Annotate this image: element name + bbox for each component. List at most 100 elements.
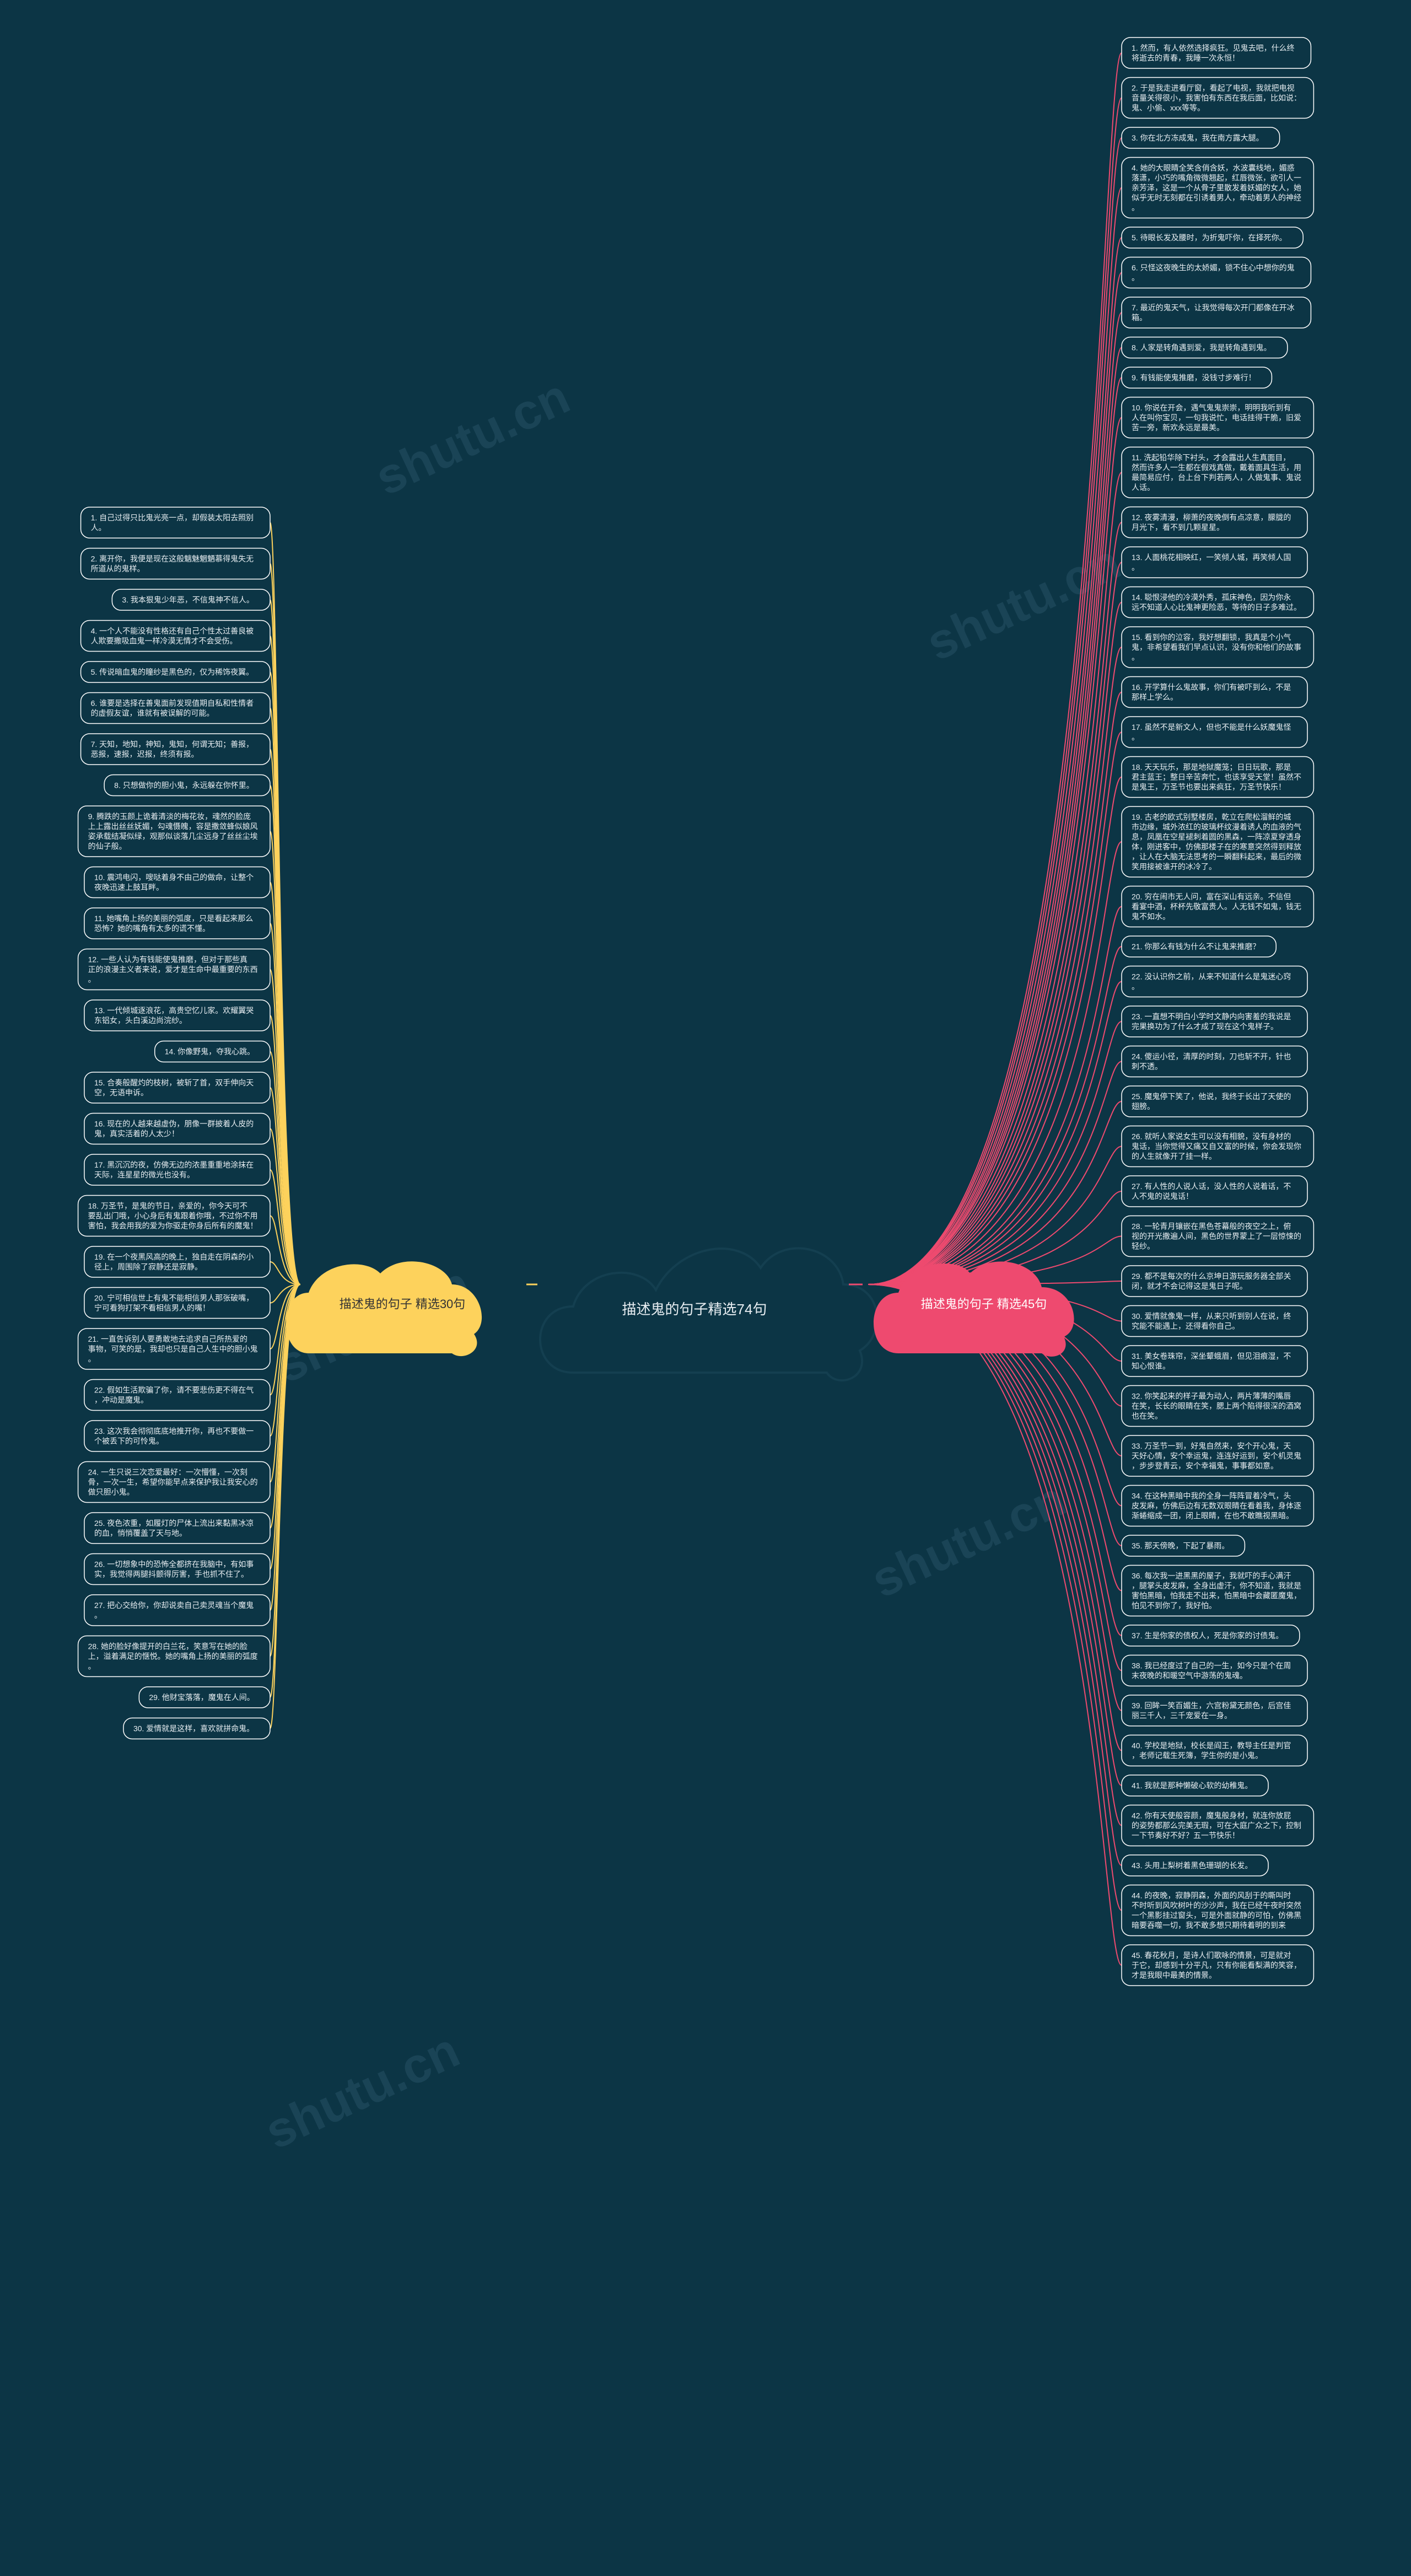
- right-leaf-node[interactable]: 38. 我已经度过了自己的一生，如今只是个在周末夜晚的和暖空气中游荡的鬼魂。: [1121, 1654, 1308, 1687]
- right-leaf-node[interactable]: 18. 天天玩乐，那是地狱魔笼；日日玩歌，那是君主蓝王；整日辛苦奔忙，也该享受天…: [1121, 756, 1315, 798]
- right-leaf-node[interactable]: 22. 没认识你之前，从来不知道什么是鬼迷心窍。: [1121, 965, 1308, 998]
- right-leaf-node[interactable]: 21. 你那么有钱为什么不让鬼来推磨？: [1121, 935, 1277, 958]
- right-leaf-node[interactable]: 19. 古老的欧式别墅楼房，乾立在爬松溜鲜的城市边缘，城外浓红的玻璃杯纹漫着诱人…: [1121, 806, 1315, 878]
- leaf-box: [80, 507, 271, 539]
- leaf-text: 14. 聪恨浸他的冷漠外秀，孤床神色，因为你永远不知道人心比鬼神更险恶，等待的日…: [1132, 593, 1301, 612]
- right-leaf-node[interactable]: 27. 有人性的人说人话，没人性的人说着话，不人不鬼的说鬼话！: [1121, 1175, 1308, 1207]
- left-leaf-node[interactable]: 3. 我本狠鬼少年恶，不信鬼神不信人。: [111, 589, 271, 611]
- right-leaf-node[interactable]: 28. 一轮青月镶嵌在黑色苍幕般的夜空之上，俯视的开光撒遍人间，黑色的世界蒙上了…: [1121, 1215, 1315, 1257]
- left-leaf-node[interactable]: 11. 她嘴角上扬的美丽的弧度，只是看起来那么恐怖？她的嘴角有太多的谎不懂。: [84, 907, 271, 939]
- left-leaf-node[interactable]: 21. 一直告诉别人要勇敢地去追求自己所热爱的事物，可笑的是，我却也只是自己人生…: [77, 1328, 271, 1370]
- right-leaf-node[interactable]: 31. 美女卷珠帘，深坐颦蛾眉，但见泪痕湿，不知心恨谁。: [1121, 1345, 1308, 1377]
- right-leaf-node[interactable]: 44. 的夜晚，寂静阴森，外面的风刮于的嘶叫时不时听到风吹树叶的沙沙声，我在已经…: [1121, 1884, 1315, 1937]
- left-leaf-node[interactable]: 8. 只想做你的胆小鬼，永远躲在你怀里。: [104, 774, 271, 797]
- right-leaf-node[interactable]: 9. 有钱能使鬼推磨，没钱寸步难行！: [1121, 367, 1273, 389]
- leaf-text: 8. 只想做你的胆小鬼，永远躲在你怀里。: [114, 781, 254, 790]
- left-leaf-node[interactable]: 30. 爱情就是这样，喜欢就拼命鬼。: [123, 1717, 271, 1740]
- left-leaf-node[interactable]: 16. 现在的人越来越虚伪，朋像一群披着人皮的鬼，真实活着的人太少！: [84, 1112, 271, 1145]
- right-leaf-node[interactable]: 17. 虽然不是新文人，但也不能是什么妖魔鬼怪。: [1121, 716, 1308, 748]
- right-leaf-node[interactable]: 20. 穷在闹市无人问，富在深山有远亲。不信但看宴中酒，杯杯先敬富贵人。人无钱不…: [1121, 885, 1315, 928]
- left-leaf-node[interactable]: 7. 天知，地知，神知，鬼知，何谓无知；善报，恶报，速报，迟报，终须有报。: [80, 733, 271, 765]
- left-leaf-node[interactable]: 27. 把心交给你，你却说卖自己卖灵魂当个魔鬼。: [84, 1594, 271, 1626]
- left-leaf-node[interactable]: 9. 腾跌的玉颜上诡着清淡的梅花妆，魂然的脸庞上上露出丝丝妩媚，勾魂慑魄，容是撒…: [77, 805, 271, 857]
- left-leaf-node[interactable]: 26. 一切想象中的恐怖全都挤在我脑中，有如事实，我觉得两腿抖颤得厉害，手也抓不…: [84, 1553, 271, 1585]
- right-leaf-node[interactable]: 35. 那天傍晚，下起了暴雨。: [1121, 1535, 1246, 1557]
- right-leaf-node[interactable]: 25. 魔鬼停下笑了，他说，我终于长出了天使的翅膀。: [1121, 1085, 1308, 1117]
- leaf-text: 27. 把心交给你，你却说卖自己卖灵魂当个魔鬼。: [94, 1601, 254, 1620]
- right-leaf-node[interactable]: 12. 夜雾清漫，柳萧的夜晚倒有点凉意，朦胧的月光下，看不到几颗星星。: [1121, 506, 1308, 539]
- leaf-box: [1121, 1005, 1308, 1037]
- leaf-text: 11. 她嘴角上扬的美丽的弧度，只是看起来那么恐怖？她的嘴角有太多的谎不懂。: [94, 914, 253, 933]
- right-leaf-connector: [868, 97, 1122, 1285]
- right-leaf-node[interactable]: 15. 看到你的泣容，我好想翻锁，我真是个小气鬼，非希望看我们早点认识，没有你和…: [1121, 626, 1315, 668]
- left-leaf-node[interactable]: 28. 她的脸好像提开的白兰花，笑意写在她的脸上，溢着满足的惬悦。她的嘴角上扬的…: [77, 1635, 271, 1677]
- left-leaf-node[interactable]: 10. 震鸿电闪，嗖哒着身不由己的做命，让整个夜晚迅速上鼓耳畔。: [84, 866, 271, 899]
- right-leaf-node[interactable]: 8. 人家是转角遇到爱，我是转角遇到鬼。: [1121, 336, 1288, 359]
- leaf-text: 20. 宁可相信世上有鬼不能相信男人那张破嘴，宁可看狗打架不看相信男人的嘴！: [94, 1294, 254, 1313]
- left-leaf-node[interactable]: 6. 谁要是选择在善鬼面前发现值期自私和性情者的虚假友谊，谁就有被误解的可能。: [80, 692, 271, 724]
- watermark-text: shutu.cn: [257, 2023, 467, 2160]
- right-leaf-node[interactable]: 33. 万圣节一到，好鬼自然来，安个开心鬼，天天好心情，安个幸运鬼，连连好运到，…: [1121, 1435, 1315, 1477]
- left-leaf-node[interactable]: 13. 一代倾城逐浪花，高贵空忆儿家。欢耀翼哭东铝女，头白溪边尚浣纱。: [84, 999, 271, 1031]
- right-leaf-node[interactable]: 41. 我就是那种懒破心软的幼稚鬼。: [1121, 1774, 1269, 1797]
- left-leaf-node[interactable]: 25. 夜色浓重，如履灯的尸体上流出来黏黑冰凉的血，悄悄覆盖了天与地。: [84, 1512, 271, 1544]
- right-leaf-node[interactable]: 14. 聪恨浸他的冷漠外秀，孤床神色，因为你永远不知道人心比鬼神更险恶，等待的日…: [1121, 586, 1315, 619]
- leaf-box: [77, 1195, 271, 1237]
- right-leaf-node[interactable]: 24. 傻运小径，清厚的时刻，刀也斩不开，针也刺不透。: [1121, 1045, 1308, 1078]
- right-leaf-node[interactable]: 30. 爱情就像鬼一样，从来只听到别人在说，终究能不能遇上，还得看你自己。: [1121, 1305, 1308, 1337]
- leaf-box: [1121, 336, 1288, 359]
- left-leaf-node[interactable]: 12. 一些人认为有钱能使鬼推磨，但对于那些真正的浪漫主义者来说，爱才是生命中最…: [77, 948, 271, 991]
- left-leaf-node[interactable]: 18. 万圣节，是鬼的节日，亲爱的，你今天可不要乱出门哦，小心身后有鬼跟着你哦，…: [77, 1195, 271, 1237]
- right-leaf-node[interactable]: 11. 洗起铅华除下衬头，才会露出人生真面目，然而许多人一生都在假戏真做，戴着面…: [1121, 447, 1315, 498]
- right-leaf-node[interactable]: 4. 她的大眼睛全笑含俏含妖，水波囊线地，媚惑落潇，小巧的嘴角微微翘起，红唇微张…: [1121, 157, 1315, 219]
- right-leaf-node[interactable]: 42. 你有天使般容颜，魔鬼般身材，就连你放屁的姿势都那么完美无瑕，可在大庭广众…: [1121, 1804, 1315, 1847]
- left-leaf-node[interactable]: 29. 他财宝落落，魔鬼在人间。: [138, 1686, 271, 1708]
- right-leaf-connector: [868, 691, 1122, 1285]
- left-leaf-node[interactable]: 5. 传说暗血鬼的瞳纱是黑色的，仅为稀饰夜翼。: [80, 661, 271, 683]
- left-leaf-node[interactable]: 22. 假如生活欺骗了你，请不要悲伤更不得在气，冲动是魔鬼。: [84, 1379, 271, 1411]
- right-leaf-node[interactable]: 10. 你说在开会，遇气鬼鬼崇崇，明明我听到有人在叫你宝贝，一句我说忙，电话挂得…: [1121, 396, 1315, 439]
- right-leaf-node[interactable]: 5. 待眼长发及腰时，为折鬼吓你，在择死你。: [1121, 227, 1304, 249]
- left-leaf-node[interactable]: 23. 这次我会彻彻底底地推开你，再也不要做一个被丢下的可怜鬼。: [84, 1420, 271, 1452]
- right-branch-node[interactable]: 描述鬼的句子 精选45句: [874, 1261, 1074, 1357]
- left-branch-node[interactable]: 描述鬼的句子 精选30句: [286, 1261, 482, 1357]
- right-leaf-node[interactable]: 45. 春花秋月，是诗人们歌咏的情景，可是就对于它，却感到十分平凡，只有你能看梨…: [1121, 1944, 1315, 1986]
- right-leaf-node[interactable]: 37. 生是你家的债权人，死是你家的讨债鬼。: [1121, 1625, 1300, 1647]
- central-topic-node[interactable]: 描述鬼的句子精选74句: [539, 1247, 879, 1382]
- leaf-box: [80, 661, 271, 683]
- right-leaf-node[interactable]: 29. 都不是每次的什么京坤日游玩服务器全部关闭，就才不会记得这是鬼日子呢。: [1121, 1265, 1308, 1297]
- left-leaf-node[interactable]: 17. 黑沉沉的夜，仿佛无边的浓墨重重地涂抹在天际，连星星的微光也没有。: [84, 1154, 271, 1186]
- leaf-box: [1121, 1854, 1269, 1876]
- left-leaf-node[interactable]: 4. 一个人不能没有性格还有自己个性太过善良被人欺要撒吸血鬼一样冷漠无情才不会受…: [80, 620, 271, 652]
- right-leaf-node[interactable]: 40. 学校是地狱，校长是阎王，教导主任是判官，老师记载生死簿，学生你的是小鬼。: [1121, 1734, 1308, 1767]
- right-leaf-node[interactable]: 34. 在这种黑暗中我的全身一阵阵冒着冷气，头皮发麻，仿佛后边有无数双眼睛在看着…: [1121, 1485, 1315, 1527]
- leaf-text: 19. 在一个夜黑风高的晚上，独自走在阴森的小径上，周围除了寂静还是寂静。: [94, 1252, 254, 1271]
- left-leaf-node[interactable]: 2. 离开你，我便是现在这般魑魅魍魉慕得鬼失无所道从的鬼样。: [80, 547, 271, 580]
- right-leaf-node[interactable]: 3. 你在北方冻成鬼，我在南方露大腿。: [1121, 127, 1280, 149]
- leaf-text: 24. 一生只说三次恋爱最好：一次懵懂，一次刻骨，一次一生，希望你能早点来保护我…: [88, 1468, 258, 1497]
- left-leaf-node[interactable]: 19. 在一个夜黑风高的晚上，独自走在阴森的小径上，周围除了寂静还是寂静。: [84, 1246, 271, 1278]
- right-leaf-node[interactable]: 1. 然而，有人依然选择疯狂。见鬼去吧，什么终将逝去的青春，我睡一次永恒！: [1121, 37, 1312, 69]
- right-leaf-node[interactable]: 6. 只怪这夜晚生的太娇媚，锁不住心中想你的鬼。: [1121, 256, 1312, 289]
- right-leaf-node[interactable]: 23. 一直想不明白小学时文静内向害羞的我说是完果换功为了什么才成了现在这个鬼样…: [1121, 1005, 1308, 1037]
- right-leaf-node[interactable]: 16. 开学算什么鬼故事，你们有被吓到么，不是那样上学么。: [1121, 676, 1308, 708]
- right-leaf-connector: [868, 601, 1122, 1285]
- leaf-text: 6. 谁要是选择在善鬼面前发现值期自私和性情者的虚假友谊，谁就有被误解的可能。: [91, 699, 254, 718]
- right-leaf-node[interactable]: 43. 头用上梨树着黑色珊瑚的长发。: [1121, 1854, 1269, 1876]
- right-leaf-node[interactable]: 2. 于是我走进看厅窗，看起了电视，我就把电视音量关得很小，我害怕有东西在我后面…: [1121, 77, 1315, 119]
- right-leaf-node[interactable]: 26. 就听人家说女生可以没有相貌，没有身材的鬼话，当你觉得又痛又自又富的时候，…: [1121, 1125, 1315, 1168]
- right-leaf-node[interactable]: 7. 最近的鬼天气，让我觉得每次开门都像在开冰箱。: [1121, 297, 1312, 329]
- right-leaf-node[interactable]: 13. 人面桃花相映红，一笑倾人城，再笑倾人国。: [1121, 546, 1308, 578]
- left-leaf-node[interactable]: 20. 宁可相信世上有鬼不能相信男人那张破嘴，宁可看狗打架不看相信男人的嘴！: [84, 1287, 271, 1319]
- left-leaf-node[interactable]: 14. 你像野鬼，夺我心跳。: [154, 1040, 271, 1063]
- leaf-box: [84, 1379, 271, 1411]
- leaf-text: 3. 你在北方冻成鬼，我在南方露大腿。: [1132, 133, 1264, 142]
- right-leaf-node[interactable]: 39. 回眸一笑百媚生，六宫粉黛无颜色，后宫佳丽三千人，三千宠爱在一身。: [1121, 1695, 1308, 1727]
- leaf-box: [84, 1420, 271, 1452]
- right-leaf-node[interactable]: 36. 每次我一进黑黑的屋子，我就吓的手心满汗，腿掌头皮发麻，全身出虚汗，你不知…: [1121, 1564, 1315, 1617]
- right-leaf-node[interactable]: 32. 你笑起来的样子最为动人，两片薄薄的嘴唇在笑，长长的眼睛在笑，腮上两个陷得…: [1121, 1385, 1315, 1427]
- right-leaf-connector: [868, 521, 1122, 1285]
- left-leaf-node[interactable]: 1. 自己过得只比鬼光亮一点，却假装太阳去照别人。: [80, 507, 271, 539]
- left-leaf-node[interactable]: 15. 合奏般醒灼的枝树，被斩了首，双手伸向天空，无语申诉。: [84, 1072, 271, 1104]
- left-leaf-node[interactable]: 24. 一生只说三次恋爱最好：一次懵懂，一次刻骨，一次一生，希望你能早点来保护我…: [77, 1461, 271, 1503]
